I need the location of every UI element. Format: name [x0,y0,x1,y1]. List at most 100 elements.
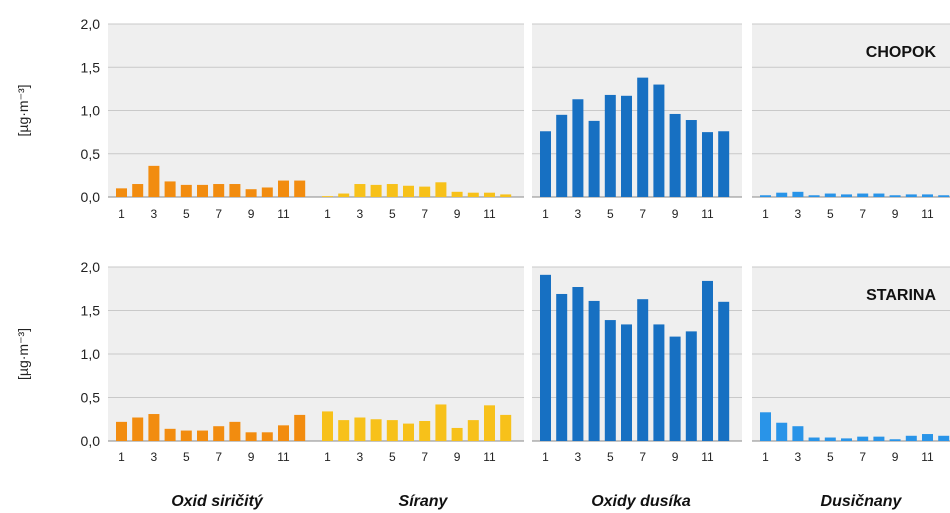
bar-starina-3-7 [637,299,649,441]
bar-starina-1-2 [132,417,144,441]
station-label: STARINA [866,287,936,304]
bar-starina-4-5 [824,437,836,441]
y-axis-label: [µg·m⁻³] [15,84,31,136]
bar-chopok-2-2 [338,193,350,197]
bar-starina-3-9 [669,336,681,441]
x-tick-label: 9 [454,450,461,464]
bar-starina-4-11 [922,434,933,441]
bar-chopok-3-11 [702,132,713,197]
x-tick-label: 11 [701,207,714,221]
bar-chopok-1-12 [294,180,306,197]
x-tick-label: 5 [607,207,614,221]
bar-chopok-4-7 [857,193,869,197]
bar-chopok-2-5 [386,184,398,197]
y-tick-label: 2,0 [81,16,101,32]
pollutant-label: Oxidy dusíka [591,493,691,510]
bar-chopok-3-5 [604,94,616,197]
bar-starina-1-4 [164,428,176,441]
bar-chopok-3-2 [556,114,568,197]
bar-starina-4-3 [792,426,804,441]
bar-starina-1-7 [213,426,225,441]
bar-chopok-4-9 [889,195,901,197]
bar-starina-2-2 [338,420,350,441]
x-tick-label: 7 [421,207,428,221]
bar-starina-3-12 [718,301,730,441]
x-tick-label: 5 [827,207,834,221]
bar-chopok-1-3 [148,165,160,197]
bar-chopok-4-3 [792,191,804,197]
bar-chopok-3-4 [588,120,600,197]
bar-chopok-4-2 [776,192,788,197]
x-tick-label: 7 [639,207,646,221]
x-tick-label: 1 [118,450,125,464]
station-label: CHOPOK [866,44,937,61]
x-tick-label: 7 [421,450,428,464]
x-tick-label: 1 [762,207,769,221]
x-tick-label: 9 [248,207,255,221]
bar-chopok-4-12 [938,195,950,197]
bar-chopok-3-12 [718,131,730,197]
x-tick-label: 7 [215,207,222,221]
x-tick-label: 9 [672,207,679,221]
bar-starina-2-4 [370,419,382,441]
x-tick-label: 9 [892,450,899,464]
bar-chopok-3-6 [621,95,632,197]
bar-starina-3-2 [556,293,568,441]
x-tick-label: 11 [277,450,290,464]
bar-starina-3-5 [604,320,616,441]
bar-starina-1-12 [294,414,306,441]
y-tick-label: 1,0 [81,346,101,362]
bar-starina-3-11 [702,280,713,441]
bar-starina-4-2 [776,422,788,441]
x-tick-label: 11 [483,207,496,221]
bar-starina-2-11 [484,405,495,441]
bar-chopok-4-5 [824,193,836,197]
x-tick-label: 7 [639,450,646,464]
bar-starina-2-5 [386,420,398,441]
x-tick-label: 11 [277,207,290,221]
x-tick-label: 3 [357,207,364,221]
bar-chopok-2-6 [403,185,414,197]
y-tick-label: 0,5 [81,146,101,162]
bar-chopok-4-1 [760,195,771,197]
x-tick-label: 11 [701,450,714,464]
x-tick-label: 1 [762,450,769,464]
bar-starina-2-1 [322,411,333,441]
x-tick-label: 3 [357,450,364,464]
y-tick-label: 0,5 [81,390,101,406]
bar-starina-2-3 [354,417,366,441]
bar-starina-4-12 [938,435,950,441]
bar-chopok-1-4 [164,181,176,197]
bar-starina-2-10 [467,420,479,441]
bar-starina-1-3 [148,414,160,441]
pollutant-label: Oxid siričitý [171,493,264,510]
x-tick-label: 3 [151,450,158,464]
bar-starina-4-8 [873,436,885,441]
bar-starina-3-3 [572,287,584,441]
bar-starina-2-8 [435,404,447,441]
bar-starina-3-6 [621,324,632,441]
y-tick-label: 1,5 [81,303,101,319]
bar-starina-1-11 [278,425,289,441]
bar-starina-2-9 [451,427,463,441]
bar-chopok-3-10 [685,120,697,197]
bar-chopok-1-5 [180,184,192,197]
x-tick-label: 9 [892,207,899,221]
x-tick-label: 11 [921,450,934,464]
bar-starina-2-6 [403,423,414,441]
bar-starina-3-1 [540,274,551,441]
bar-starina-2-7 [419,420,431,441]
x-tick-label: 3 [795,207,802,221]
y-tick-label: 1,0 [81,103,101,119]
bar-chopok-2-12 [500,194,512,197]
x-tick-label: 9 [454,207,461,221]
pollutant-label: Sírany [399,493,449,510]
x-tick-label: 7 [859,450,866,464]
bar-starina-1-9 [245,432,257,441]
bar-starina-3-10 [685,331,697,441]
bar-starina-1-1 [116,421,127,441]
x-tick-label: 1 [324,450,331,464]
bar-chopok-2-10 [467,192,479,197]
y-tick-label: 0,0 [81,433,101,449]
